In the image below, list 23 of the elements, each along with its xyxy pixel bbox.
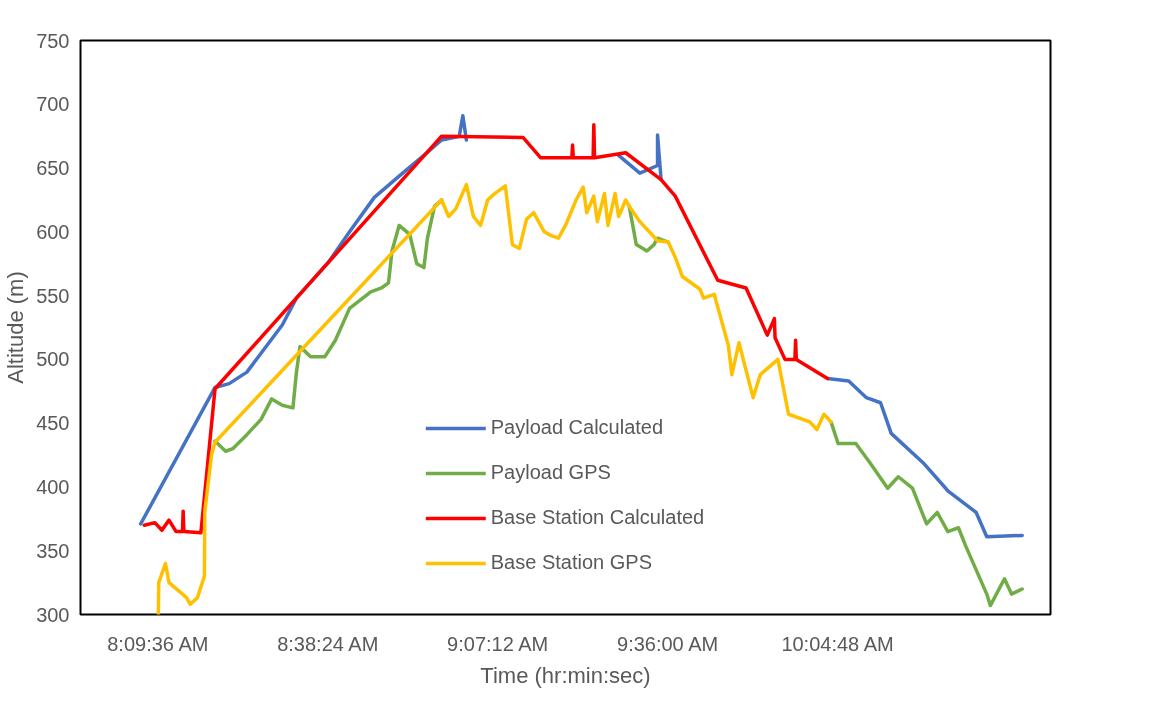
y-tick-label: 750	[36, 29, 70, 52]
y-tick-label: 400	[36, 475, 70, 498]
y-tick-label: 600	[36, 220, 70, 243]
x-tick-label: 9:07:12 AM	[447, 632, 549, 655]
y-tick-label: 650	[36, 157, 70, 180]
y-tick-label: 550	[36, 284, 70, 307]
y-tick-label: 450	[36, 412, 70, 435]
y-tick-label: 700	[36, 93, 70, 116]
line-series	[156, 182, 833, 615]
x-tick-label: 10:04:48 AM	[781, 632, 894, 655]
legend-label: Payload GPS	[490, 461, 611, 484]
line-series	[142, 122, 830, 535]
y-tick-label: 300	[36, 603, 70, 626]
y-tick-label: 350	[36, 539, 70, 562]
x-axis-title: Time (hr:min:sec)	[480, 662, 651, 688]
legend-label: Base Station GPS	[490, 551, 652, 574]
x-tick-label: 8:09:36 AM	[107, 632, 209, 655]
legend-label: Base Station Calculated	[490, 506, 705, 529]
y-axis-title: Altitude (m)	[3, 271, 29, 384]
x-tick-label: 8:38:24 AM	[277, 632, 379, 655]
legend-label: Payload Calculated	[490, 416, 664, 439]
y-tick-label: 500	[36, 348, 70, 371]
x-tick-label: 9:36:00 AM	[617, 632, 719, 655]
